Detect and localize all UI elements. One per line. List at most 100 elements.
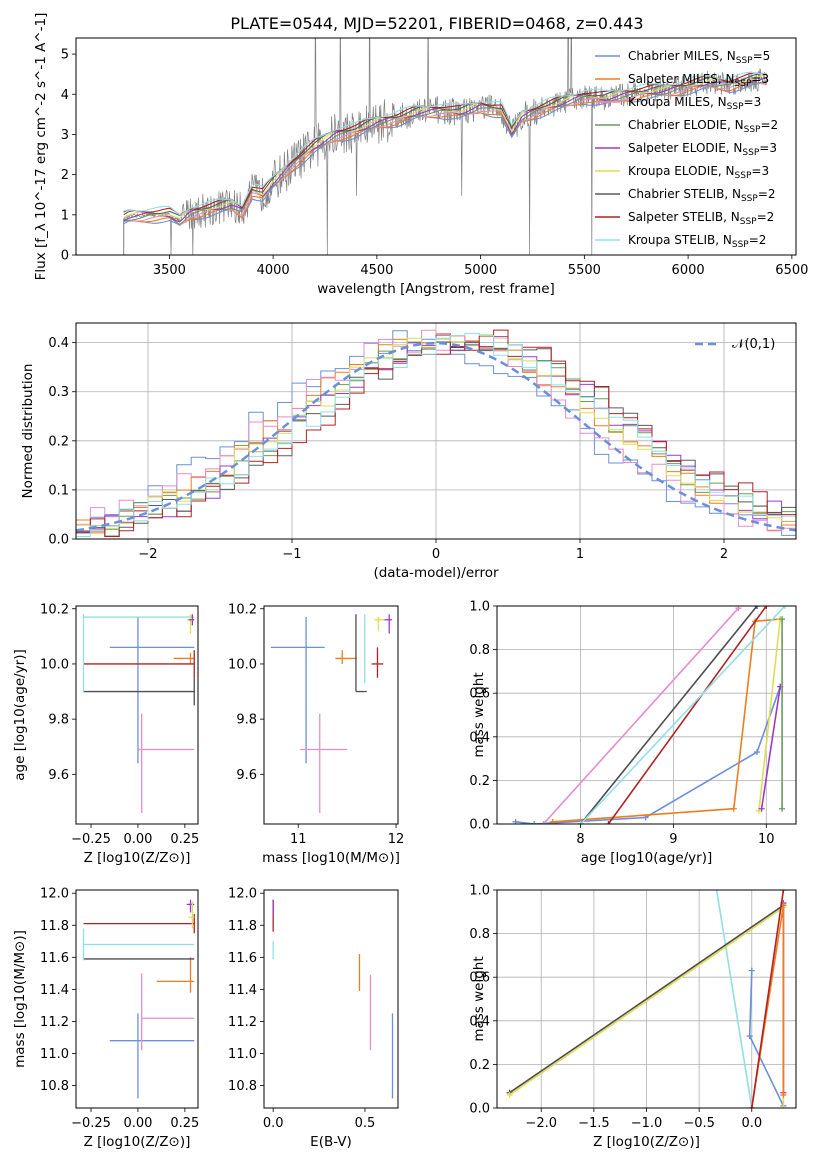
legend-label: Salpeter STELIB, NSSP=2 bbox=[628, 210, 774, 227]
legend-label: Kroupa STELIB, NSSP=2 bbox=[628, 233, 766, 250]
y-tick-label: 0.2 bbox=[48, 434, 69, 449]
axes-frame bbox=[263, 605, 399, 825]
x-tick-label: 2 bbox=[720, 547, 728, 562]
weight-line bbox=[758, 619, 781, 811]
y-tick-label: 9.8 bbox=[236, 713, 257, 728]
y-tick-label: 11.4 bbox=[40, 983, 69, 998]
weight-line bbox=[751, 890, 785, 1108]
y-tick-label: 4 bbox=[61, 88, 69, 103]
x-axis-label: E(B-V) bbox=[310, 1134, 352, 1150]
y-tick-label: 12.0 bbox=[40, 887, 69, 902]
plot-area bbox=[82, 614, 195, 813]
y-tick-label: 1.0 bbox=[469, 600, 490, 615]
weight-marker bbox=[781, 606, 788, 609]
weight-marker bbox=[506, 1091, 513, 1098]
y-tick-label: 0.0 bbox=[469, 1102, 490, 1117]
x-tick-label: 12 bbox=[388, 832, 405, 847]
y-tick-label: 0.4 bbox=[48, 336, 69, 351]
x-tick-label: 4000 bbox=[257, 263, 290, 278]
weight-line bbox=[542, 607, 739, 824]
weight-marker bbox=[780, 890, 787, 893]
x-tick-label: 8 bbox=[576, 832, 584, 847]
x-tick-label: 11 bbox=[290, 832, 307, 847]
x-tick-label: 0.0 bbox=[263, 1116, 284, 1131]
x-tick-label: −0.25 bbox=[71, 832, 111, 847]
mass-vs-extinction-panel: 0.0 0.5 10.8 11.0 11.2 11.4 11.6 11.8 12.0 E(B-V) bbox=[228, 887, 399, 1150]
x-axis-label: Z [log10(Z/Z⊙)] bbox=[84, 1134, 191, 1150]
weight-line bbox=[552, 618, 781, 823]
x-tick-label: −0.5 bbox=[683, 1116, 715, 1131]
y-tick-label: 2 bbox=[61, 168, 69, 183]
x-tick-label: 0.0 bbox=[741, 1116, 762, 1131]
x-tick-label: −1 bbox=[282, 547, 301, 562]
y-tick-label: 11.4 bbox=[228, 983, 257, 998]
y-tick-label: 10.8 bbox=[228, 1079, 257, 1094]
plot-area bbox=[270, 614, 393, 813]
y-tick-label: 0.4 bbox=[469, 1014, 490, 1029]
weight-marker bbox=[779, 805, 786, 812]
y-tick-label: 11.2 bbox=[40, 1015, 69, 1030]
y-tick-label: 0.2 bbox=[469, 774, 490, 789]
axes-frame bbox=[75, 37, 797, 256]
figure-title: PLATE=0544, MJD=52201, FIBERID=0468, z=0… bbox=[230, 14, 643, 33]
y-tick-label: 0.1 bbox=[48, 483, 69, 498]
age-vs-metallicity-panel: −0.25 0.00 0.25 9.6 9.8 10.0 10.2 Z [log10(Z/Z⊙… bbox=[12, 602, 199, 866]
mass-vs-metallicity-panel: −0.25 0.00 0.25 10.8 11.0 11.2 11.4 11.6 11.8 12.… bbox=[12, 887, 199, 1150]
y-tick-label: 11.8 bbox=[40, 919, 69, 934]
y-tick-label: 11.8 bbox=[228, 919, 257, 934]
legend-label: Salpeter ELODIE, NSSP=3 bbox=[628, 141, 777, 158]
y-tick-label: 0.8 bbox=[469, 643, 490, 658]
plot-area bbox=[506, 890, 787, 1108]
y-tick-label: 0.0 bbox=[469, 818, 490, 833]
legend-label: Kroupa ELODIE, NSSP=3 bbox=[628, 164, 769, 181]
x-axis-label: age [log10(age/yr)] bbox=[581, 850, 713, 866]
weight-marker bbox=[577, 821, 584, 824]
axes-frame bbox=[263, 889, 399, 1109]
y-tick-label: 9.6 bbox=[48, 768, 69, 783]
legend-label: Kroupa MILES, NSSP=3 bbox=[628, 95, 761, 112]
y-tick-label: 3 bbox=[61, 128, 69, 143]
x-tick-label: 10 bbox=[758, 832, 775, 847]
y-tick-label: 10.0 bbox=[228, 657, 257, 672]
y-tick-label: 11.6 bbox=[228, 951, 257, 966]
y-axis-label: age [log10(age/yr)] bbox=[12, 649, 28, 781]
weight-marker bbox=[779, 616, 786, 623]
x-tick-label: 0.00 bbox=[123, 832, 152, 847]
x-tick-label: 0.5 bbox=[355, 1116, 376, 1131]
weight-marker bbox=[754, 606, 760, 609]
weight-vs-age-panel: 8 9 10 0.0 0.2 0.4 0.6 0.8 1.0 age [log10(age/yr)… bbox=[469, 600, 797, 866]
residual-histogram bbox=[76, 332, 796, 537]
legend-label: Chabrier STELIB, NSSP=2 bbox=[628, 187, 776, 204]
axes-frame bbox=[75, 889, 199, 1109]
weight-marker bbox=[754, 749, 760, 756]
weight-marker bbox=[748, 967, 755, 974]
x-tick-label: −1.0 bbox=[631, 1116, 663, 1131]
y-tick-label: 1.0 bbox=[469, 884, 490, 899]
weight-marker bbox=[748, 1105, 755, 1108]
weight-marker bbox=[730, 805, 737, 812]
weight-marker bbox=[531, 821, 538, 824]
x-tick-label: 6000 bbox=[672, 263, 705, 278]
model-spectrum-line bbox=[123, 71, 768, 216]
weight-marker bbox=[540, 821, 547, 824]
weight-line bbox=[760, 686, 781, 809]
x-tick-label: −1.5 bbox=[578, 1116, 610, 1131]
plot-area bbox=[123, 38, 768, 255]
x-axis-label: Z [log10(Z/Z⊙)] bbox=[593, 1134, 700, 1150]
x-tick-label: −2.0 bbox=[525, 1116, 557, 1131]
y-axis-label: mass [log10(M/M⊙)] bbox=[12, 930, 28, 1068]
weight-line bbox=[715, 890, 753, 1108]
y-tick-label: 0 bbox=[61, 249, 69, 264]
legend-label: 𝒩(0,1) bbox=[732, 337, 775, 352]
y-tick-label: 0.2 bbox=[469, 1058, 490, 1073]
y-tick-label: 12.0 bbox=[228, 887, 257, 902]
weight-marker bbox=[758, 805, 765, 812]
y-axis-label: Flux [f_λ 10^-17 erg cm^-2 s^-1 A^-1] bbox=[33, 13, 49, 281]
spectrum-panel: 3500 4000 4500 5000 5500 6000 6500 0 1 2 3 4 5 wavele… bbox=[33, 13, 808, 297]
weight-line bbox=[509, 904, 784, 1094]
legend-label: Salpeter MILES, NSSP=3 bbox=[628, 72, 769, 89]
axes-frame bbox=[75, 605, 199, 825]
y-tick-label: 1 bbox=[61, 208, 69, 223]
y-tick-label: 5 bbox=[61, 48, 69, 63]
x-axis-label: Z [log10(Z/Z⊙)] bbox=[84, 850, 191, 866]
